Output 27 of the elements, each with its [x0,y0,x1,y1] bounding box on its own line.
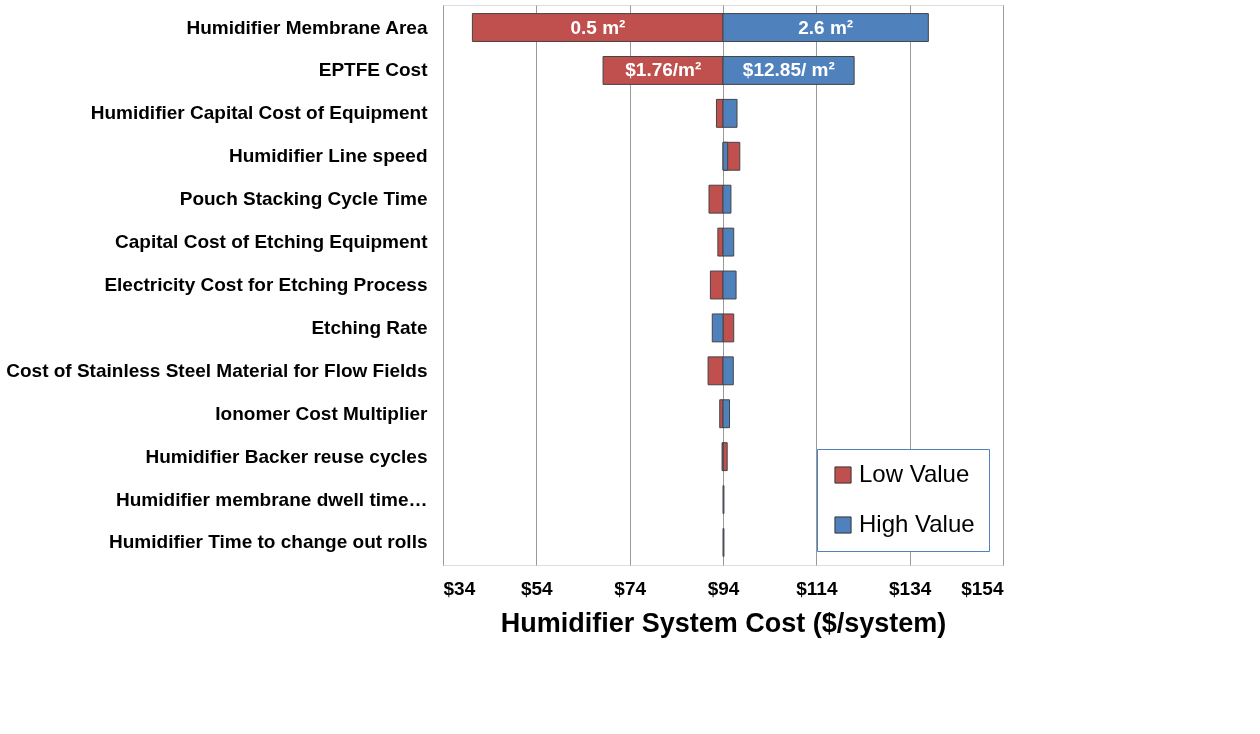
x-tick-label: $114 [796,577,838,599]
x-tick-label: $134 [889,577,932,599]
y-tick-label: Ionomer Cost Multiplier [215,402,429,424]
x-tick-label: $34 [443,577,476,599]
y-tick-label: Humidifier Time to change out rolls [109,531,428,553]
y-tick-label: Humidifier Backer reuse cycles [145,445,428,467]
legend-label: High Value [859,510,975,537]
y-tick-label: Etching Rate [311,316,428,338]
y-tick-label: Humidifier Capital Cost of Equipment [90,102,429,124]
annotation: $1.76/m² [625,59,702,81]
y-tick-label: Humidifier Line speed [229,145,428,167]
y-tick-label: Cost of Stainless Steel Material for Flow Fields [6,359,428,381]
x-axis-title: Humidifier System Cost ($/system) [500,607,947,638]
annotation: 0.5 m² [570,16,626,38]
y-tick-label: Humidifier membrane dwell time… [116,488,428,510]
y-tick-label: Pouch Stacking Cycle Time [179,188,428,210]
annotation: 2.6 m² [798,16,854,38]
x-tick-label: $74 [614,577,647,599]
x-tick-label: $94 [707,577,740,599]
annotation: $12.85/ m² [742,59,835,81]
x-tick-label: $54 [520,577,554,599]
legend-label: Low Value [859,460,970,487]
x-tick-label: $154 [961,577,1004,599]
y-tick-label: Electricity Cost for Etching Process [104,274,428,295]
y-tick-label: Humidifier Membrane Area [186,16,428,38]
y-tick-label: Capital Cost of Etching Equipment [115,231,429,253]
y-tick-label: EPTFE Cost [318,59,429,81]
